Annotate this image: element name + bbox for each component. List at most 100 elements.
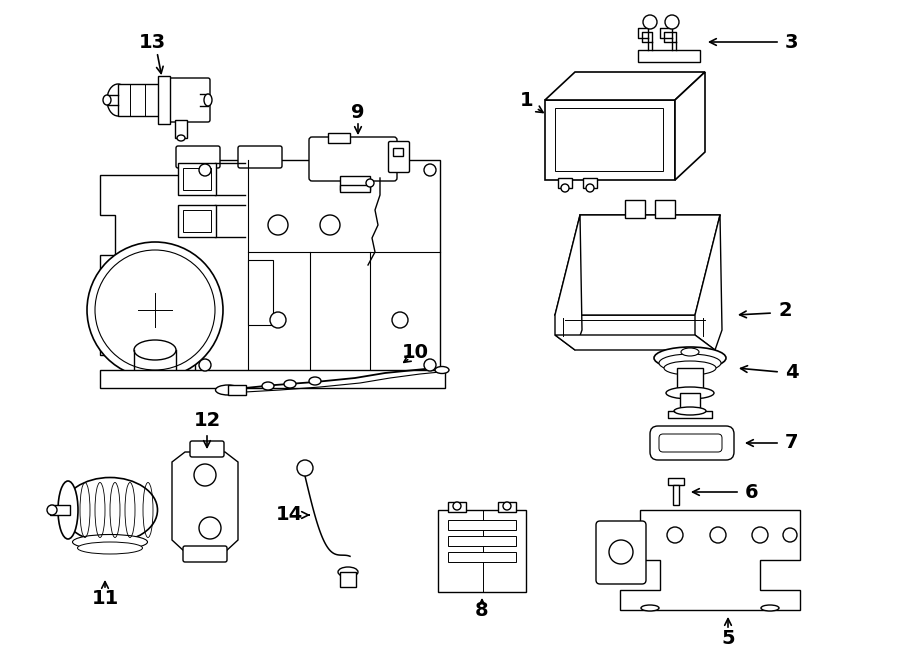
Polygon shape	[100, 160, 440, 375]
Bar	[118, 84, 173, 116]
Text: 3: 3	[785, 32, 798, 52]
Text: 4: 4	[785, 362, 798, 381]
Circle shape	[366, 179, 374, 187]
Bar	[228, 385, 246, 395]
FancyBboxPatch shape	[176, 146, 220, 168]
Bar	[448, 552, 516, 562]
Bar	[655, 200, 675, 218]
Bar	[393, 148, 403, 156]
FancyBboxPatch shape	[238, 146, 282, 168]
Bar	[340, 185, 370, 192]
Bar	[340, 176, 370, 190]
Ellipse shape	[284, 380, 296, 388]
Ellipse shape	[654, 347, 726, 369]
Ellipse shape	[262, 382, 274, 390]
Bar	[448, 502, 466, 512]
Circle shape	[424, 164, 436, 176]
Circle shape	[752, 527, 768, 543]
FancyBboxPatch shape	[650, 426, 734, 460]
Bar	[673, 485, 679, 505]
Ellipse shape	[664, 361, 716, 375]
Bar	[555, 108, 663, 171]
Bar	[448, 536, 516, 546]
Circle shape	[710, 527, 726, 543]
Ellipse shape	[435, 366, 449, 373]
Ellipse shape	[309, 377, 321, 385]
Bar	[183, 210, 211, 232]
Ellipse shape	[134, 340, 176, 360]
Text: 13: 13	[139, 34, 166, 52]
Ellipse shape	[761, 605, 779, 611]
Bar	[178, 163, 216, 195]
Ellipse shape	[107, 84, 129, 116]
Circle shape	[95, 250, 215, 370]
Polygon shape	[695, 215, 722, 350]
Circle shape	[320, 215, 340, 235]
Circle shape	[586, 184, 594, 192]
Circle shape	[87, 242, 223, 378]
Text: 10: 10	[401, 342, 428, 362]
Ellipse shape	[659, 354, 721, 372]
Text: 9: 9	[351, 102, 364, 122]
Ellipse shape	[666, 387, 714, 399]
Ellipse shape	[177, 135, 185, 141]
Circle shape	[643, 15, 657, 29]
Bar	[248, 260, 273, 325]
Ellipse shape	[103, 95, 111, 105]
Polygon shape	[675, 72, 705, 180]
Polygon shape	[172, 452, 238, 552]
Polygon shape	[620, 510, 800, 610]
Bar	[558, 178, 572, 188]
Bar	[625, 200, 645, 218]
Circle shape	[453, 502, 461, 510]
Circle shape	[194, 464, 216, 486]
FancyBboxPatch shape	[389, 141, 410, 173]
Circle shape	[199, 517, 221, 539]
Bar	[545, 100, 675, 180]
FancyBboxPatch shape	[168, 78, 210, 122]
Text: 14: 14	[275, 506, 303, 524]
Bar	[175, 120, 187, 138]
Bar	[50, 505, 70, 515]
Bar	[448, 520, 516, 530]
FancyBboxPatch shape	[190, 441, 224, 457]
Circle shape	[199, 359, 211, 371]
Bar	[328, 133, 350, 143]
Ellipse shape	[58, 481, 78, 539]
Circle shape	[268, 215, 288, 235]
Circle shape	[392, 312, 408, 328]
Text: 2: 2	[778, 301, 792, 319]
FancyBboxPatch shape	[183, 546, 227, 562]
Polygon shape	[555, 215, 720, 315]
Circle shape	[424, 359, 436, 371]
Circle shape	[297, 460, 313, 476]
Text: 8: 8	[475, 600, 489, 619]
Ellipse shape	[47, 505, 57, 515]
Text: 7: 7	[785, 434, 798, 453]
Bar	[677, 368, 703, 393]
Bar	[178, 205, 216, 237]
Bar	[498, 502, 516, 512]
Circle shape	[561, 184, 569, 192]
FancyBboxPatch shape	[659, 434, 722, 452]
Bar	[583, 178, 597, 188]
Bar	[438, 510, 526, 592]
Text: 11: 11	[92, 588, 119, 607]
Circle shape	[667, 527, 683, 543]
Bar	[680, 393, 700, 411]
Text: 1: 1	[520, 91, 534, 110]
Polygon shape	[545, 72, 705, 100]
Bar	[100, 370, 445, 388]
Ellipse shape	[62, 477, 158, 543]
Bar	[183, 168, 211, 190]
Text: 6: 6	[745, 483, 759, 502]
Circle shape	[199, 164, 211, 176]
Circle shape	[609, 540, 633, 564]
Bar	[158, 76, 170, 124]
Bar	[638, 50, 700, 62]
Ellipse shape	[77, 542, 142, 554]
Circle shape	[783, 528, 797, 542]
Ellipse shape	[204, 94, 212, 106]
Text: 5: 5	[721, 629, 734, 648]
Circle shape	[665, 15, 679, 29]
